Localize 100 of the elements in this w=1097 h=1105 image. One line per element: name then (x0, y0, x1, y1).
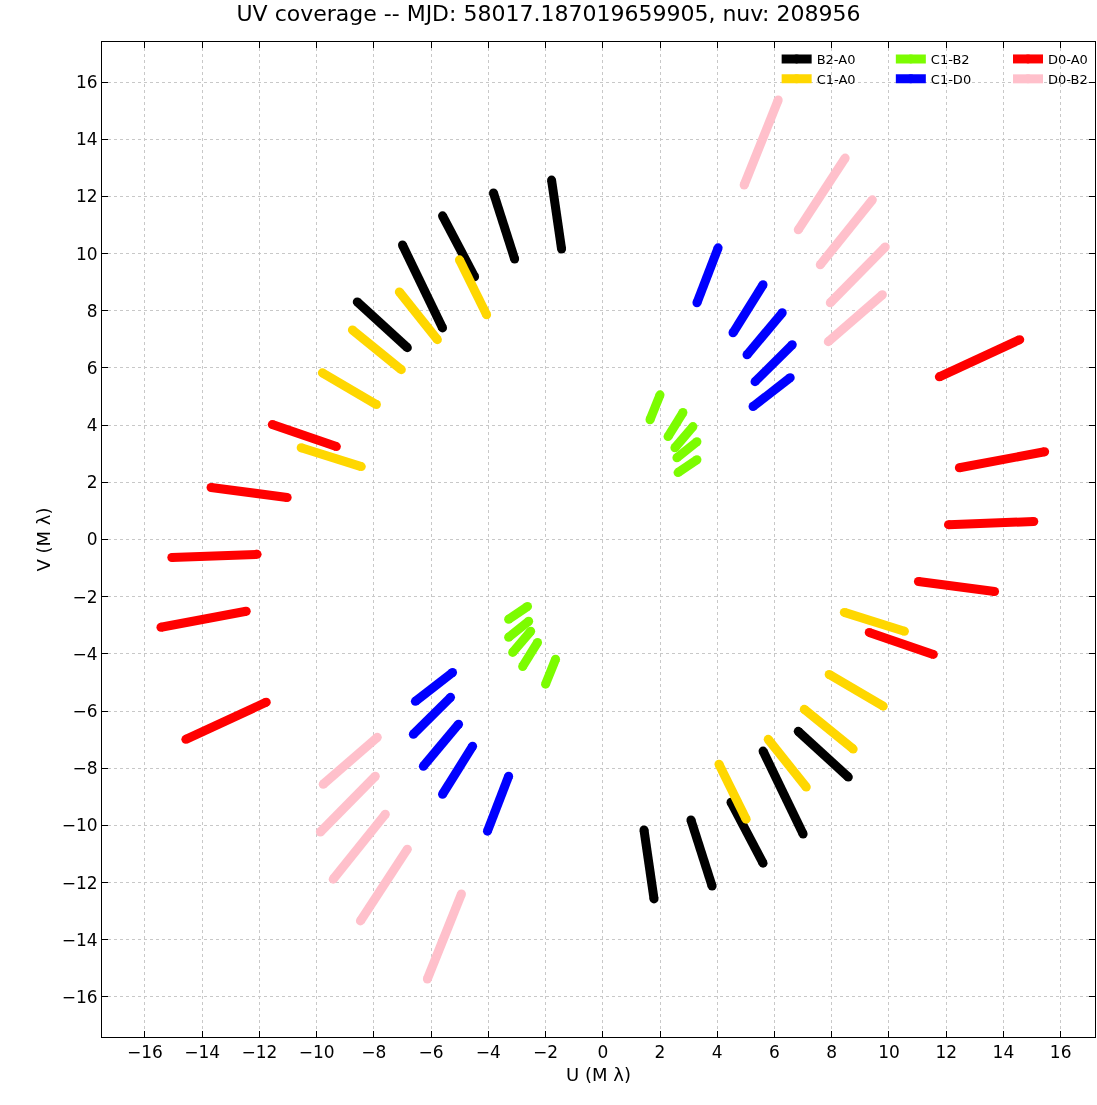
point (504, 632, 514, 642)
y-tick-label: −8 (72, 758, 98, 779)
x-tick-label: 6 (769, 1042, 780, 1063)
point (815, 260, 825, 270)
x-tick-label: −16 (126, 1042, 163, 1063)
point (296, 443, 306, 453)
point (508, 647, 518, 657)
y-tick-label: 14 (75, 129, 98, 150)
point (541, 679, 551, 689)
x-tick-label: 16 (1049, 1042, 1072, 1063)
point (742, 350, 752, 360)
point (482, 310, 492, 320)
legend-label: C1-D0 (930, 71, 972, 87)
point (793, 225, 803, 235)
point (438, 323, 448, 333)
point (840, 153, 850, 163)
point (394, 287, 404, 297)
legend-label: B2-A0 (816, 52, 856, 68)
y-tick-label: −4 (72, 643, 98, 664)
point (801, 782, 811, 792)
point (446, 692, 456, 702)
point (799, 704, 809, 714)
point (777, 308, 787, 318)
point (750, 377, 760, 387)
point (763, 734, 773, 744)
point (504, 614, 514, 624)
point (355, 916, 365, 926)
x-tick-label: −4 (475, 1042, 501, 1063)
point (798, 829, 808, 839)
legend-label: D0-A0 (1048, 52, 1088, 68)
point (728, 328, 738, 338)
point (843, 772, 853, 782)
point (1015, 335, 1025, 345)
x-tick-label: 4 (711, 1042, 723, 1063)
point (672, 453, 682, 463)
point (934, 372, 944, 382)
point (402, 343, 412, 353)
point (823, 337, 833, 347)
point (454, 255, 464, 265)
point (748, 402, 758, 412)
x-tick-label: 10 (878, 1042, 900, 1063)
point (318, 779, 328, 789)
x-tick-label: 14 (992, 1042, 1015, 1063)
point (438, 211, 448, 221)
point (785, 373, 795, 383)
x-axis-title: U (M λ) (566, 1063, 631, 1085)
point (396, 365, 406, 375)
point (533, 637, 543, 647)
point (317, 368, 327, 378)
point (714, 759, 724, 769)
y-axis-title: V (M λ) (32, 507, 54, 572)
point (402, 844, 412, 854)
point (692, 437, 702, 447)
x-tick-label: 12 (935, 1042, 958, 1063)
y-tick-label: −14 (61, 929, 98, 950)
point (692, 455, 702, 465)
y-tick-label: −12 (61, 872, 98, 893)
y-tick-label: 0 (86, 529, 98, 550)
y-tick-label: 10 (75, 243, 98, 264)
x-tick-label: −8 (361, 1042, 387, 1063)
legend-label: D0-B2 (1048, 71, 1088, 87)
point (678, 408, 688, 418)
point (432, 335, 442, 345)
point (397, 240, 407, 250)
point (454, 719, 464, 729)
point (380, 809, 390, 819)
point (824, 669, 834, 679)
y-tick-label: −16 (61, 986, 98, 1007)
y-tick-label: −10 (61, 815, 98, 836)
y-tick-label: 12 (75, 186, 98, 207)
point (372, 732, 382, 742)
x-tick-label: −10 (298, 1042, 335, 1063)
x-tick-label: 0 (597, 1042, 609, 1063)
y-tick-label: −6 (72, 701, 98, 721)
y-tick-label: 6 (86, 357, 98, 378)
point (787, 340, 797, 350)
point (686, 815, 696, 825)
point (663, 432, 673, 442)
point (645, 415, 655, 425)
point (410, 696, 420, 706)
point (673, 468, 683, 478)
y-tick-label: 8 (86, 300, 98, 321)
point (688, 422, 698, 432)
point (692, 298, 702, 308)
point (741, 814, 751, 824)
point (371, 400, 381, 410)
point (670, 443, 680, 453)
y-tick-label: 16 (75, 71, 98, 92)
point (468, 741, 478, 751)
legend-label: C1-B2 (930, 52, 970, 68)
x-tick-label: −12 (241, 1042, 278, 1063)
point (448, 667, 458, 677)
chart-title: UV coverage -- MJD: 58017.187019659905, nuv: 208956 (236, 0, 861, 26)
point (877, 290, 887, 300)
point (408, 729, 418, 739)
point (328, 874, 338, 884)
point (347, 325, 357, 335)
x-tick-label: −6 (418, 1042, 444, 1063)
point (181, 734, 191, 744)
point (758, 280, 768, 290)
